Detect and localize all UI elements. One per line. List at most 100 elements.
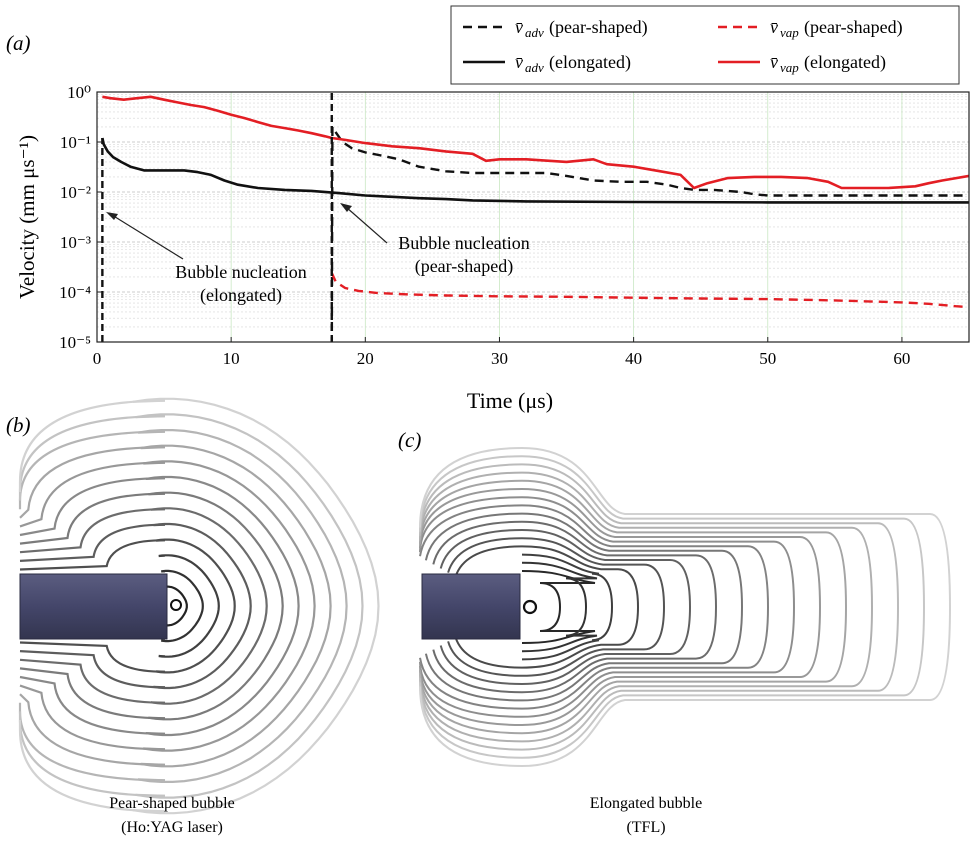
legend-item-vadv-pear: v̄ adv (pear-shaped) bbox=[463, 17, 648, 40]
contour-line bbox=[521, 553, 614, 661]
y-tick-label: 10⁻² bbox=[60, 183, 91, 202]
contour-line-back bbox=[19, 658, 166, 704]
contour-line-back bbox=[447, 537, 523, 573]
x-axis-label: Time (μs) bbox=[467, 388, 553, 413]
contour-line bbox=[521, 570, 596, 644]
contour-line bbox=[161, 569, 204, 643]
x-axis-ticks: 0 10 20 30 40 50 60 bbox=[93, 337, 910, 368]
contour-line-back bbox=[19, 693, 166, 766]
contour-line-back bbox=[419, 447, 523, 528]
minor-gridlines bbox=[97, 93, 969, 328]
x-tick-label: 0 bbox=[93, 349, 102, 368]
contour-line-back bbox=[19, 508, 166, 554]
contour-line bbox=[132, 397, 380, 815]
fiber-b bbox=[19, 573, 168, 640]
panel-label-b: (b) bbox=[6, 413, 31, 437]
legend-subscript: vap bbox=[780, 60, 799, 75]
contour-line-back bbox=[19, 446, 166, 519]
contour-line-back bbox=[419, 661, 523, 718]
contour-line-back bbox=[19, 650, 166, 689]
contour-line-back bbox=[19, 477, 166, 537]
contour-line-back bbox=[19, 641, 166, 673]
series-line-0 bbox=[330, 125, 969, 342]
y-axis-label: Velocity (mm μs⁻¹) bbox=[15, 135, 39, 299]
contour-line bbox=[521, 537, 666, 677]
contour-line bbox=[137, 429, 348, 783]
contour-line-back bbox=[439, 529, 523, 569]
contour-line-back bbox=[454, 545, 523, 578]
panel-label-c: (c) bbox=[398, 428, 421, 452]
annotation-text: (pear-shaped) bbox=[415, 256, 514, 277]
contour-line-back bbox=[18, 399, 166, 492]
contour-line-back bbox=[439, 645, 523, 685]
series-line-3 bbox=[102, 95, 969, 190]
legend-symbol: v̄ bbox=[515, 17, 523, 37]
elongated-bubble-contours bbox=[419, 447, 952, 767]
contour-line-back bbox=[19, 684, 166, 751]
contour-line-back bbox=[19, 667, 166, 720]
contour-line-back bbox=[419, 657, 523, 710]
contour-line-back bbox=[432, 649, 523, 694]
legend-item-vvap-pear: v̄ vap (pear-shaped) bbox=[718, 17, 903, 40]
annotation-arrow bbox=[345, 206, 388, 244]
legend-item-vvap-elong: v̄ vap (elongated) bbox=[718, 52, 886, 75]
contour-line-back bbox=[454, 636, 523, 669]
contour-line bbox=[521, 479, 848, 735]
contour-line-back bbox=[19, 492, 166, 545]
contour-line-back bbox=[19, 539, 166, 571]
legend-box bbox=[450, 5, 960, 85]
contour-line bbox=[150, 507, 268, 705]
caption-b-line1: Pear-shaped bubble bbox=[109, 795, 234, 812]
legend-subscript: adv bbox=[525, 25, 544, 40]
contour-line-back bbox=[424, 653, 523, 702]
contour-line bbox=[521, 504, 770, 710]
panel-label-a: (a) bbox=[6, 31, 31, 55]
contour-line bbox=[521, 488, 822, 726]
contour-line-back bbox=[19, 523, 166, 562]
contour-line-back bbox=[447, 641, 523, 677]
legend-subscript: adv bbox=[525, 60, 544, 75]
plot-frame bbox=[96, 91, 970, 343]
contour-line bbox=[143, 460, 316, 752]
x-tick-label: 20 bbox=[357, 349, 374, 368]
x-tick-label: 50 bbox=[759, 349, 776, 368]
legend-symbol: v̄ bbox=[770, 52, 778, 72]
annotation-elongated: Bubble nucleation (elongated) bbox=[106, 212, 307, 306]
contour-line bbox=[155, 538, 236, 674]
plot-area: 0 10 20 30 40 50 60 10⁻⁵ 10⁻⁴ 10⁻³ 10⁻² 10⁻¹ 10⁰ bbox=[59, 83, 970, 368]
contour-line bbox=[521, 545, 640, 669]
arrowhead bbox=[106, 212, 118, 220]
annotation-pear: Bubble nucleation (pear-shaped) bbox=[340, 203, 530, 277]
y-tick-label: 10⁰ bbox=[67, 83, 91, 102]
contour-line bbox=[521, 455, 926, 759]
contour-line-back bbox=[19, 461, 166, 528]
series-line-1 bbox=[330, 272, 969, 309]
nucleus-marker-b bbox=[170, 599, 182, 611]
annotation-text: Bubble nucleation bbox=[175, 262, 306, 282]
y-axis-ticks: 10⁻⁵ 10⁻⁴ 10⁻³ 10⁻² 10⁻¹ 10⁰ bbox=[59, 83, 102, 352]
contour-line bbox=[521, 520, 718, 694]
contour-line bbox=[145, 475, 300, 737]
contour-line bbox=[521, 529, 692, 685]
fiber-c bbox=[421, 573, 521, 640]
contour-line bbox=[521, 471, 874, 743]
contour-line-back bbox=[424, 512, 523, 561]
legend-subscript: vap bbox=[780, 25, 799, 40]
nucleus-marker-c bbox=[522, 599, 538, 615]
contour-line bbox=[521, 496, 796, 718]
annotation-text: (elongated) bbox=[200, 285, 282, 306]
contour-line bbox=[521, 447, 952, 767]
contour-line bbox=[521, 463, 900, 751]
annotation-text: Bubble nucleation bbox=[398, 233, 529, 253]
contour-line bbox=[148, 491, 284, 721]
legend-symbol: v̄ bbox=[770, 17, 778, 37]
contour-line bbox=[521, 561, 598, 653]
pear-bubble-contours bbox=[18, 397, 380, 815]
contour-line-back bbox=[419, 678, 523, 751]
caption-b-line2: (Ho:YAG laser) bbox=[121, 819, 223, 836]
y-tick-label: 10⁻⁵ bbox=[59, 333, 91, 352]
contour-line-back bbox=[419, 504, 523, 557]
legend-item-vadv-elong: v̄ adv (elongated) bbox=[463, 52, 631, 75]
contour-line-back bbox=[432, 520, 523, 565]
